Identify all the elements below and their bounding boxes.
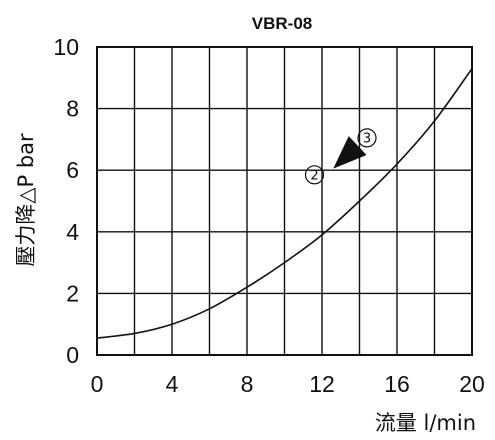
annotation-circle: [304, 165, 325, 185]
y-tick-label: 6: [66, 157, 79, 183]
x-tick-label: 16: [384, 371, 410, 397]
annotation-label: 3: [363, 131, 371, 146]
x-tick-label: 20: [459, 371, 485, 397]
annotation-circle: [357, 128, 377, 148]
annotations: 23: [304, 128, 377, 185]
x-axis-label: 流量 l/min: [375, 411, 476, 435]
y-tick-label: 10: [53, 34, 79, 60]
y-axis-label: 壓力降△P bar: [14, 133, 38, 267]
y-tick-label: 2: [66, 280, 79, 306]
y-tick-labels: 0 2 4 6 8 10: [53, 34, 79, 368]
grid: [97, 47, 472, 355]
arrow-marker: [333, 136, 367, 169]
x-tick-label: 8: [241, 371, 254, 397]
y-tick-label: 8: [66, 96, 79, 122]
annotation-label: 2: [310, 168, 318, 183]
x-tick-label: 12: [309, 371, 335, 397]
x-tick-label: 4: [166, 371, 179, 397]
chart-title: VBR-08: [252, 14, 312, 33]
plot-frame: [96, 46, 473, 356]
y-tick-label: 4: [66, 219, 79, 245]
series-line: [96, 68, 473, 339]
y-tick-label: 0: [66, 342, 79, 368]
x-tick-labels: 0 4 8 12 16 20: [91, 371, 485, 397]
x-tick-label: 0: [91, 371, 104, 397]
